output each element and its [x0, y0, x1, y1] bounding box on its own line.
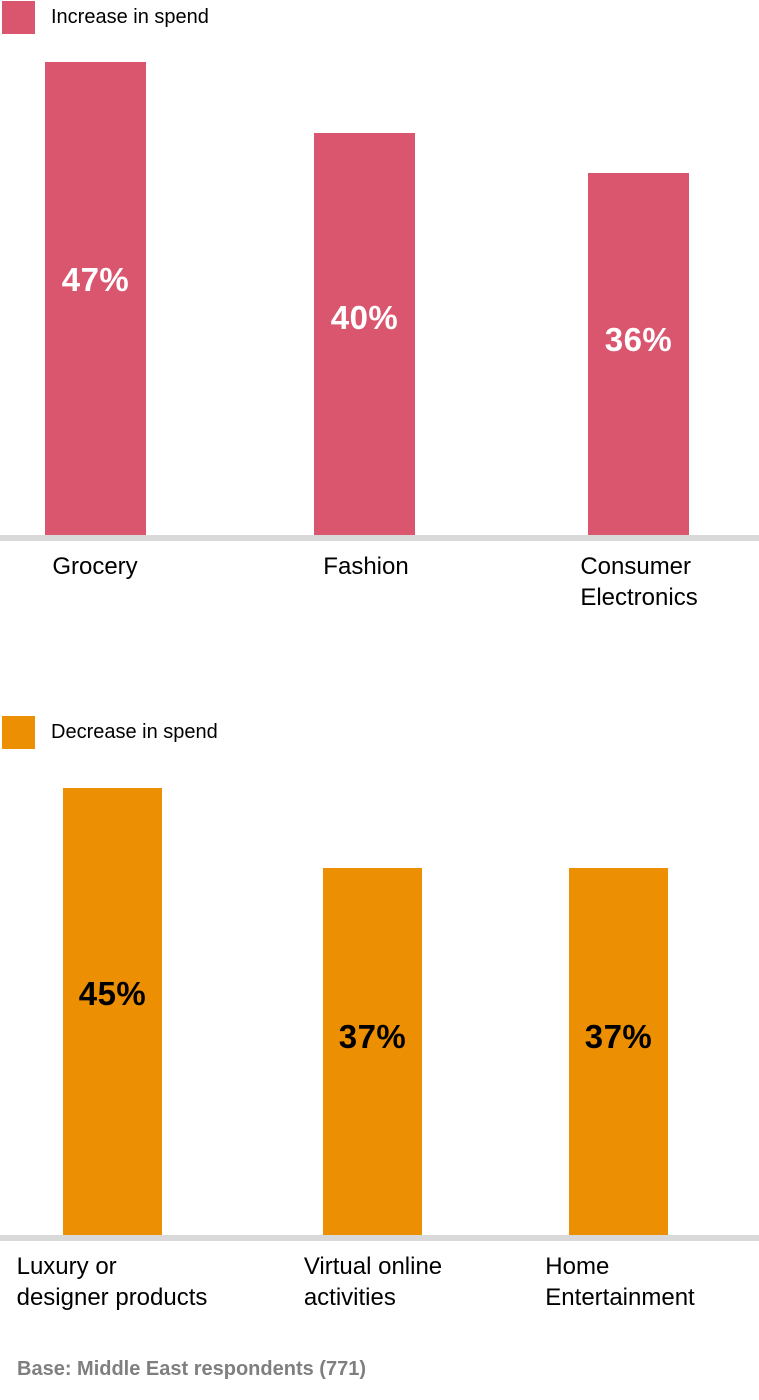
bar-luxury-designer-products: 45% [63, 788, 162, 1235]
bar-home-entertainment: 37% [569, 868, 668, 1235]
bar-virtual-online-activities: 37% [323, 868, 422, 1235]
category-label-fashion: Fashion [323, 553, 409, 580]
bar-consumer-electronics: 36% [588, 173, 689, 535]
increase-legend-label: Increase in spend [51, 6, 209, 28]
base-note: Base: Middle East respondents (771) [17, 1358, 366, 1380]
bar-grocery: 47% [45, 62, 146, 535]
category-label-grocery: Grocery [52, 553, 138, 580]
increase-in-spend-chart: Increase in spend 47% 40% 36% Grocery Fa… [0, 0, 759, 611]
category-label-luxury-designer-products: Luxury or designer products [16, 1253, 208, 1311]
decrease-legend-swatch [2, 716, 35, 749]
decrease-axis-baseline [0, 1235, 759, 1241]
bar-consumer-electronics-value-label: 36% [604, 320, 673, 358]
category-label-home-entertainment: Home Entertainment [545, 1253, 695, 1311]
decrease-in-spend-chart: Decrease in spend 45% 37% 37% Luxury or … [0, 700, 759, 1311]
bar-grocery-value-label: 47% [61, 260, 130, 298]
category-label-virtual-online-activities: Virtual online activities [303, 1253, 443, 1311]
bar-virtual-value-label: 37% [338, 1017, 407, 1055]
decrease-legend: Decrease in spend [2, 716, 218, 749]
bar-home-entertainment-value-label: 37% [584, 1017, 653, 1055]
increase-legend-swatch [2, 1, 35, 34]
bar-luxury-value-label: 45% [78, 974, 147, 1012]
decrease-legend-label: Decrease in spend [51, 721, 218, 743]
category-label-consumer-electronics: Consumer Electronics [580, 553, 698, 611]
increase-legend: Increase in spend [2, 1, 209, 34]
bar-fashion: 40% [314, 133, 415, 535]
bar-fashion-value-label: 40% [330, 298, 399, 336]
increase-axis-baseline [0, 535, 759, 541]
